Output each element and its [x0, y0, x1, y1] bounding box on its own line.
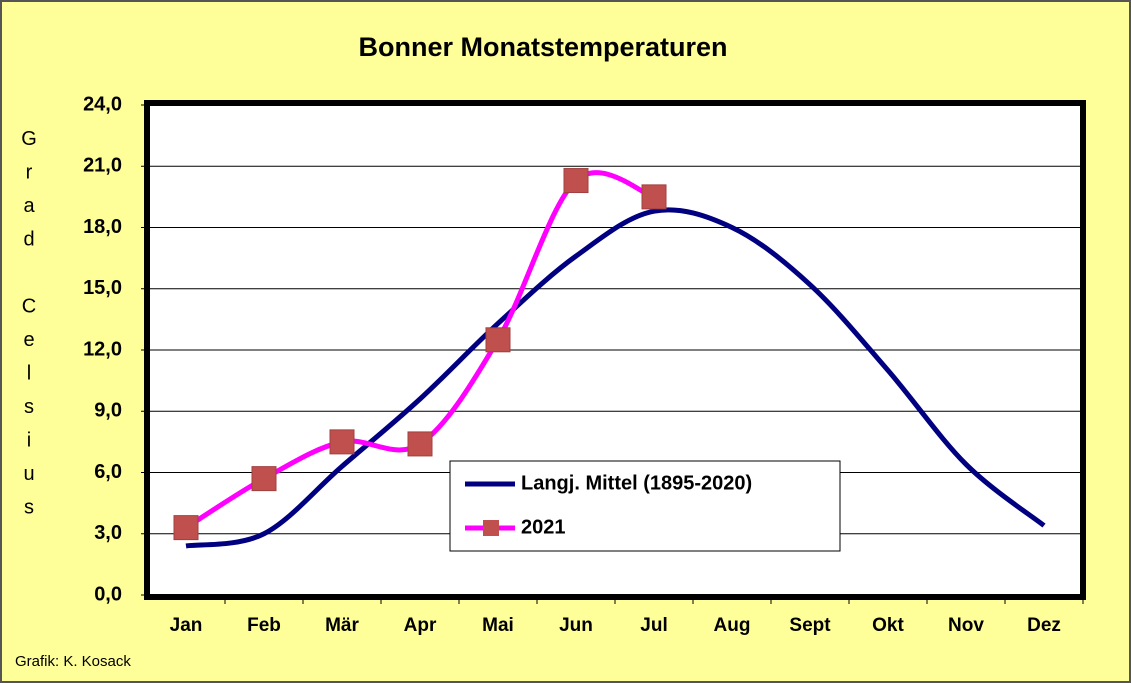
x-tick-label: Mär	[325, 615, 359, 636]
x-tick-label: Mai	[482, 615, 514, 636]
x-tick-label: Aug	[714, 615, 751, 636]
marker	[173, 515, 199, 541]
marker	[329, 429, 355, 455]
x-tick-label: Jan	[170, 615, 203, 636]
marker	[407, 431, 433, 457]
chart-title: Bonner Monatstemperaturen	[358, 32, 727, 62]
marker	[563, 168, 589, 194]
y-tick-label: 21,0	[83, 155, 122, 177]
x-tick-label: Jul	[640, 615, 667, 636]
x-tick-label: Jun	[559, 615, 593, 636]
y-tick-label: 0,0	[94, 583, 122, 605]
legend-label: Langj. Mittel (1895-2020)	[521, 472, 752, 494]
y-tick-label: 3,0	[94, 522, 122, 544]
plot-border	[144, 100, 1086, 600]
y-tick-label: 12,0	[83, 338, 122, 360]
x-tick-label: Nov	[948, 615, 984, 636]
x-tick-label: Feb	[247, 615, 281, 636]
marker	[641, 184, 667, 210]
series-line	[185, 207, 1046, 549]
x-tick-label: Dez	[1027, 615, 1061, 636]
marker	[485, 327, 511, 353]
footer: Grafik: K. Kosack	[15, 653, 131, 670]
legend-marker	[483, 520, 499, 536]
x-tick-label: Apr	[404, 615, 437, 636]
x-tick-label: Okt	[872, 615, 904, 636]
x-tick-label: Sept	[789, 615, 831, 636]
legend-label: 2021	[521, 516, 566, 538]
y-tick-label: 6,0	[94, 461, 122, 483]
legend	[449, 460, 841, 552]
y-tick-label: 24,0	[83, 93, 122, 115]
marker	[251, 466, 277, 492]
y-tick-label: 18,0	[83, 216, 122, 238]
y-tick-label: 9,0	[94, 400, 122, 422]
y-tick-label: 15,0	[83, 277, 122, 299]
